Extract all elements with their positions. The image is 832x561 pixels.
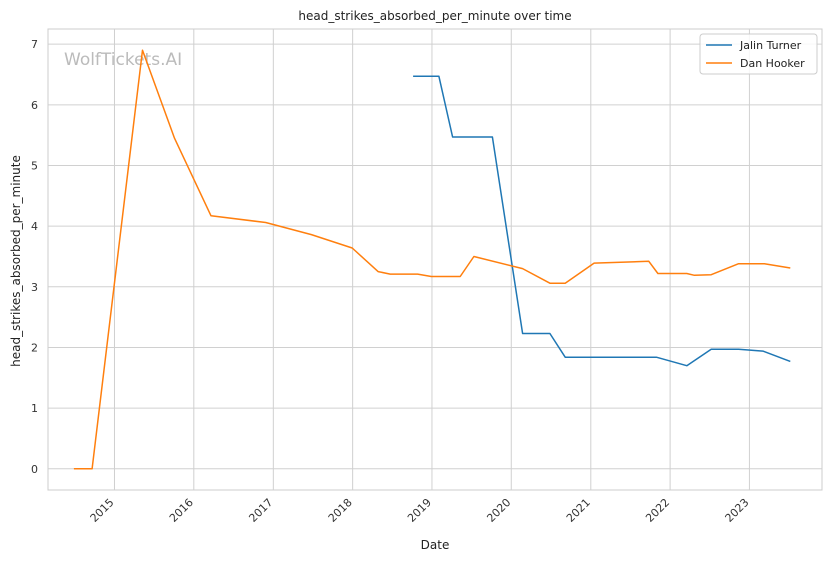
x-tick-label: 2020	[484, 496, 513, 525]
x-tick-label: 2017	[246, 496, 275, 525]
series-line-0	[413, 75, 791, 367]
x-axis-ticks: 2015 2016 2017 2018 2019 2020 2021 2022 2023	[88, 496, 752, 525]
legend-box	[699, 33, 818, 75]
legend: Jalin Turner Dan Hooker	[699, 33, 818, 75]
y-tick-label: 3	[31, 281, 38, 294]
y-tick-label: 1	[31, 402, 38, 415]
legend-label: Jalin Turner	[739, 39, 802, 52]
y-axis-ticks: 0 1 2 3 4 5 6 7	[31, 38, 38, 476]
series-line-1	[73, 49, 791, 470]
y-tick-label: 7	[31, 38, 38, 51]
legend-label: Dan Hooker	[740, 57, 805, 70]
y-tick-label: 6	[31, 99, 38, 112]
y-tick-label: 0	[31, 463, 38, 476]
x-tick-label: 2021	[564, 496, 593, 525]
series-lines	[73, 49, 791, 470]
x-tick-label: 2016	[167, 496, 196, 525]
y-tick-label: 5	[31, 159, 38, 172]
chart-title: head_strikes_absorbed_per_minute over ti…	[298, 9, 571, 23]
plot-area	[47, 28, 823, 491]
y-tick-label: 2	[31, 341, 38, 354]
watermark: WolfTickets.AI	[64, 50, 182, 70]
x-tick-label: 2022	[643, 496, 672, 525]
x-tick-label: 2018	[326, 496, 355, 525]
plot-frame	[47, 28, 823, 491]
x-tick-label: 2015	[88, 496, 117, 525]
x-axis-label: Date	[421, 538, 450, 552]
y-axis-label: head_strikes_absorbed_per_minute	[9, 155, 23, 367]
x-tick-label: 2019	[405, 496, 434, 525]
y-tick-label: 4	[31, 220, 38, 233]
x-tick-label: 2023	[723, 496, 752, 525]
